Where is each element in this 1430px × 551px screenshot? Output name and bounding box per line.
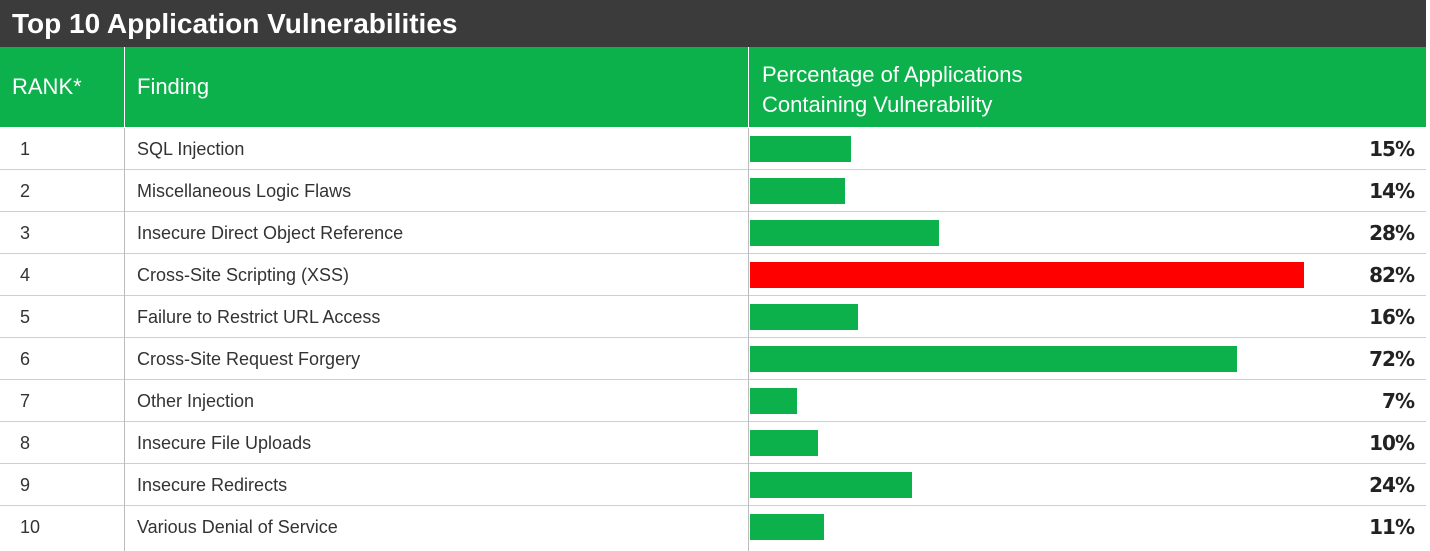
percentage-label: 11% (1369, 515, 1415, 539)
finding-cell: Miscellaneous Logic Flaws (137, 181, 352, 201)
rank-cell: 9 (20, 475, 31, 495)
table-row: 9 Insecure Redirects 24% (0, 464, 1426, 506)
header-row: RANK* Finding Percentage of Applications… (0, 47, 1426, 127)
finding-cell: Insecure Redirects (137, 475, 288, 495)
percentage-bar (750, 472, 912, 498)
header-divider (748, 47, 749, 127)
finding-cell: Cross-Site Scripting (XSS) (137, 265, 350, 285)
header-divider (124, 47, 125, 127)
table-title: Top 10 Application Vulnerabilities (0, 0, 1426, 47)
table-row: 6 Cross-Site Request Forgery 72% (0, 338, 1426, 380)
rank-cell: 5 (20, 307, 31, 327)
percentage-label: 15% (1369, 137, 1415, 161)
percentage-label: 24% (1369, 473, 1415, 497)
header-rank: RANK* (12, 74, 82, 99)
percentage-bar (750, 178, 845, 204)
rank-cell: 4 (20, 265, 31, 285)
rank-cell: 7 (20, 391, 31, 411)
percentage-bar (750, 136, 851, 162)
table-row: 2 Miscellaneous Logic Flaws 14% (0, 170, 1426, 212)
percentage-label: 16% (1369, 305, 1415, 329)
percentage-bar (750, 220, 939, 246)
column-divider (124, 128, 125, 551)
percentage-bar (750, 304, 858, 330)
header-percentage-line2: Containing Vulnerability (762, 92, 993, 117)
percentage-bar (750, 262, 1304, 288)
percentage-label: 72% (1369, 347, 1415, 371)
finding-cell: Various Denial of Service (137, 517, 338, 537)
finding-cell: Other Injection (137, 391, 255, 411)
table-row: 5 Failure to Restrict URL Access 16% (0, 296, 1426, 338)
header-percentage-line1: Percentage of Applications (762, 62, 1023, 87)
percentage-label: 82% (1369, 263, 1415, 287)
percentage-bar (750, 346, 1237, 372)
table-row: 7 Other Injection 7% (0, 380, 1426, 422)
percentage-label: 28% (1369, 221, 1415, 245)
table-row: 1 SQL Injection 15% (0, 128, 1426, 170)
rank-cell: 6 (20, 349, 31, 369)
finding-cell: SQL Injection (137, 139, 245, 159)
header-finding: Finding (137, 74, 210, 99)
percentage-label: 14% (1369, 179, 1415, 203)
table-body: 1 SQL Injection 15% 2 Miscellaneous Logic Fl… (0, 128, 1426, 548)
header-percentage: Percentage of Applications Containing Vu… (762, 60, 1023, 120)
finding-cell: Cross-Site Request Forgery (137, 349, 361, 369)
table-row: 10 Various Denial of Service 11% (0, 506, 1426, 548)
finding-cell: Failure to Restrict URL Access (137, 307, 381, 327)
rank-cell: 10 (20, 517, 41, 537)
percentage-bar (750, 388, 797, 414)
rank-cell: 3 (20, 223, 31, 243)
table-row: 4 Cross-Site Scripting (XSS) 82% (0, 254, 1426, 296)
rank-cell: 8 (20, 433, 31, 453)
percentage-bar (750, 430, 818, 456)
percentage-bar (750, 514, 824, 540)
percentage-label: 10% (1369, 431, 1415, 455)
table-row: 3 Insecure Direct Object Reference 28% (0, 212, 1426, 254)
column-divider (748, 128, 749, 551)
rank-cell: 2 (20, 181, 31, 201)
finding-cell: Insecure Direct Object Reference (137, 223, 404, 243)
finding-cell: Insecure File Uploads (137, 433, 312, 453)
percentage-label: 7% (1382, 389, 1415, 413)
rank-cell: 1 (20, 139, 31, 159)
table-row: 8 Insecure File Uploads 10% (0, 422, 1426, 464)
